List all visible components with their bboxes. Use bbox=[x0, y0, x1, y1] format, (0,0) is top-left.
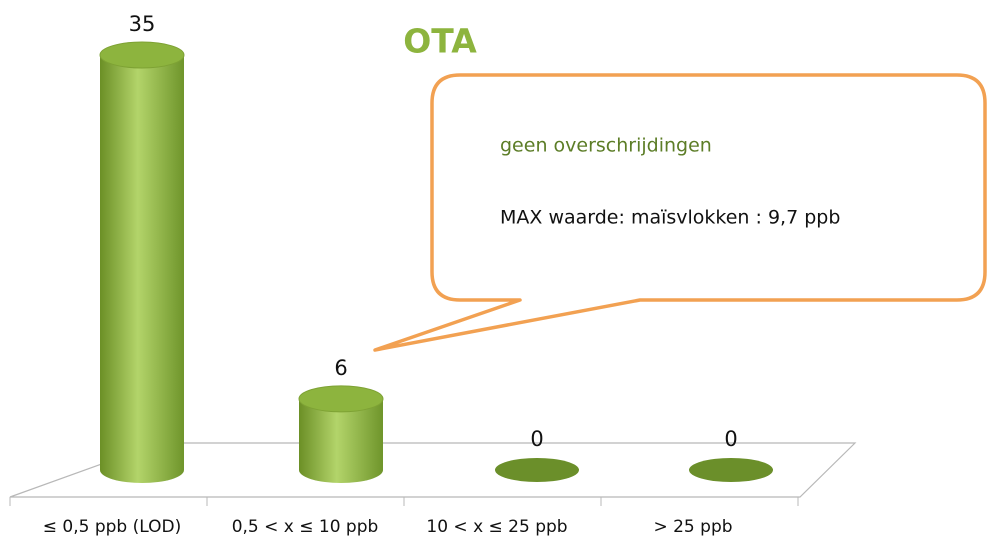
bar-top bbox=[298, 385, 384, 413]
value-label: 35 bbox=[129, 12, 156, 36]
floor bbox=[9, 442, 857, 506]
annotation: MAX waarde: maïsvlokken : 9,7 ppb bbox=[500, 207, 840, 229]
bar-top bbox=[689, 458, 773, 482]
value-label: 6 bbox=[334, 356, 347, 380]
bar-body bbox=[100, 55, 184, 483]
callout bbox=[373, 73, 987, 352]
annotation: geen overschrijdingen bbox=[500, 135, 712, 157]
bar bbox=[99, 41, 185, 483]
bar-top bbox=[99, 41, 185, 69]
bar-body bbox=[299, 398, 383, 483]
x-tick-label: ≤ 0,5 ppb (LOD) bbox=[43, 517, 181, 537]
x-tick-label: 0,5 < x ≤ 10 ppb bbox=[232, 517, 379, 537]
x-tick-label: 10 < x ≤ 25 ppb bbox=[426, 517, 567, 537]
bar bbox=[689, 458, 773, 482]
bar bbox=[495, 458, 579, 482]
chart-title: OTA bbox=[403, 22, 477, 61]
value-label: 0 bbox=[724, 427, 737, 451]
bar bbox=[298, 385, 384, 483]
x-tick-label: > 25 ppb bbox=[653, 517, 732, 537]
value-label: 0 bbox=[530, 427, 543, 451]
bar-top bbox=[495, 458, 579, 482]
